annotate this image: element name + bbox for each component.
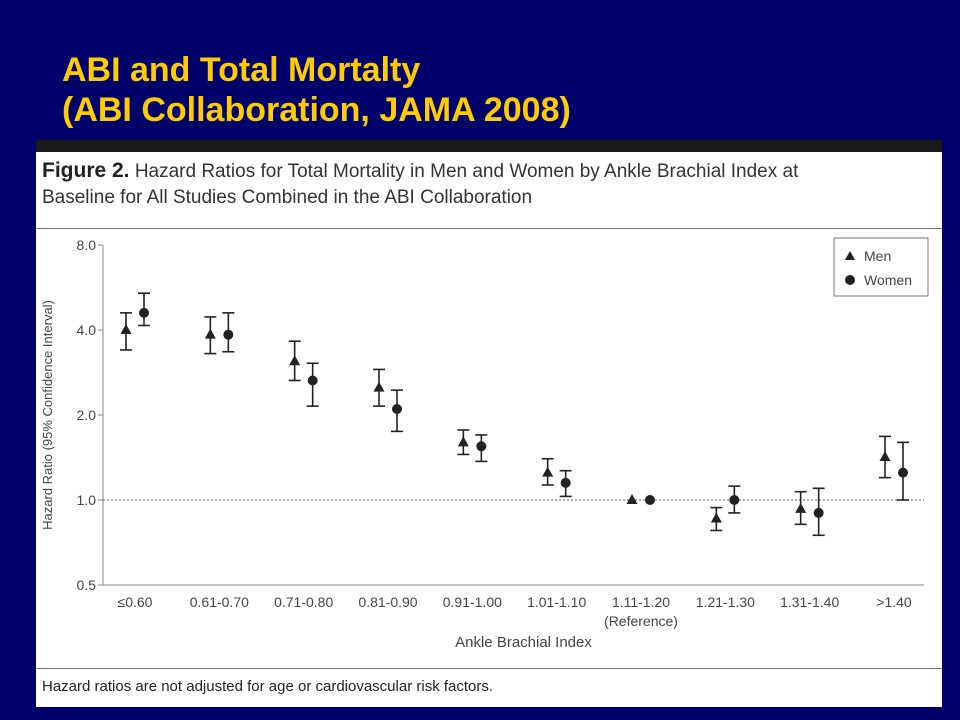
point-men [457, 436, 469, 447]
x-tick-label: 1.31-1.40 [780, 594, 839, 610]
point-women [223, 329, 234, 340]
point-men [373, 381, 385, 392]
figure-label: Figure 2. [42, 159, 130, 182]
legend-circle-icon [845, 275, 855, 285]
point-women [307, 375, 318, 386]
point-men [204, 328, 216, 339]
figure-panel: Figure 2. Hazard Ratios for Total Mortal… [36, 140, 942, 707]
point-men [626, 494, 638, 504]
point-women [560, 477, 571, 488]
figure-footnote: Hazard ratios are not adjusted for age o… [42, 678, 494, 695]
x-tick-label: ≤0.60 [118, 594, 153, 610]
point-women [898, 467, 908, 478]
slide-title-line2: (ABI Collaboration, JAMA 2008) [62, 91, 571, 129]
figure-caption: Figure 2. Hazard Ratios for Total Mortal… [42, 158, 932, 211]
point-women [813, 507, 824, 518]
legend-box [833, 237, 929, 297]
x-tick-label: 0.91-1.00 [443, 594, 502, 610]
legend-label: Men [864, 248, 891, 264]
figure-caption-line2: Baseline for All Studies Combined in the… [42, 187, 533, 208]
point-women [729, 495, 740, 505]
x-tick-label: 1.21-1.30 [696, 594, 755, 610]
point-women [139, 307, 149, 318]
point-women [392, 404, 402, 415]
x-tick-label: 0.71-0.80 [274, 594, 333, 610]
y-axis-label: Hazard Ratio (95% Confidence Interval) [40, 300, 55, 530]
point-men [795, 502, 807, 513]
x-tick-note: (Reference) [604, 613, 678, 629]
figure-caption-line1: Hazard Ratios for Total Mortality in Men… [134, 161, 799, 182]
x-tick-label: 0.61-0.70 [190, 594, 249, 610]
point-men [289, 355, 301, 366]
point-men [710, 512, 722, 523]
footnote-rule [36, 668, 942, 669]
y-tick-label: 8.0 [77, 237, 97, 253]
x-tick-label: >1.40 [876, 594, 912, 610]
slide-title: ABI and Total Mortalty (ABI Collaboratio… [62, 50, 571, 130]
x-tick-label: 0.81-0.90 [358, 594, 417, 610]
point-men [879, 450, 891, 461]
figure-top-bar [36, 140, 942, 152]
point-women [476, 441, 487, 452]
caption-rule [36, 228, 942, 229]
point-women [645, 495, 655, 505]
legend-label: Women [864, 272, 912, 288]
slide-title-line1: ABI and Total Mortalty [62, 51, 421, 89]
y-tick-label: 2.0 [77, 407, 97, 423]
x-tick-label: 1.11-1.20 [612, 594, 670, 610]
point-men [542, 466, 554, 477]
y-tick-label: 0.5 [77, 577, 97, 593]
y-tick-label: 4.0 [77, 322, 97, 338]
y-tick-label: 1.0 [77, 492, 97, 508]
x-axis-label: Ankle Brachial Index [455, 634, 592, 651]
x-tick-label: 1.01-1.10 [527, 594, 586, 610]
hazard-ratio-chart: 0.5 1.0 2.0 4.0 8.0 Hazard Ratio (95% Confide… [40, 237, 929, 651]
legend-triangle-icon [845, 251, 855, 260]
point-men [120, 324, 132, 334]
